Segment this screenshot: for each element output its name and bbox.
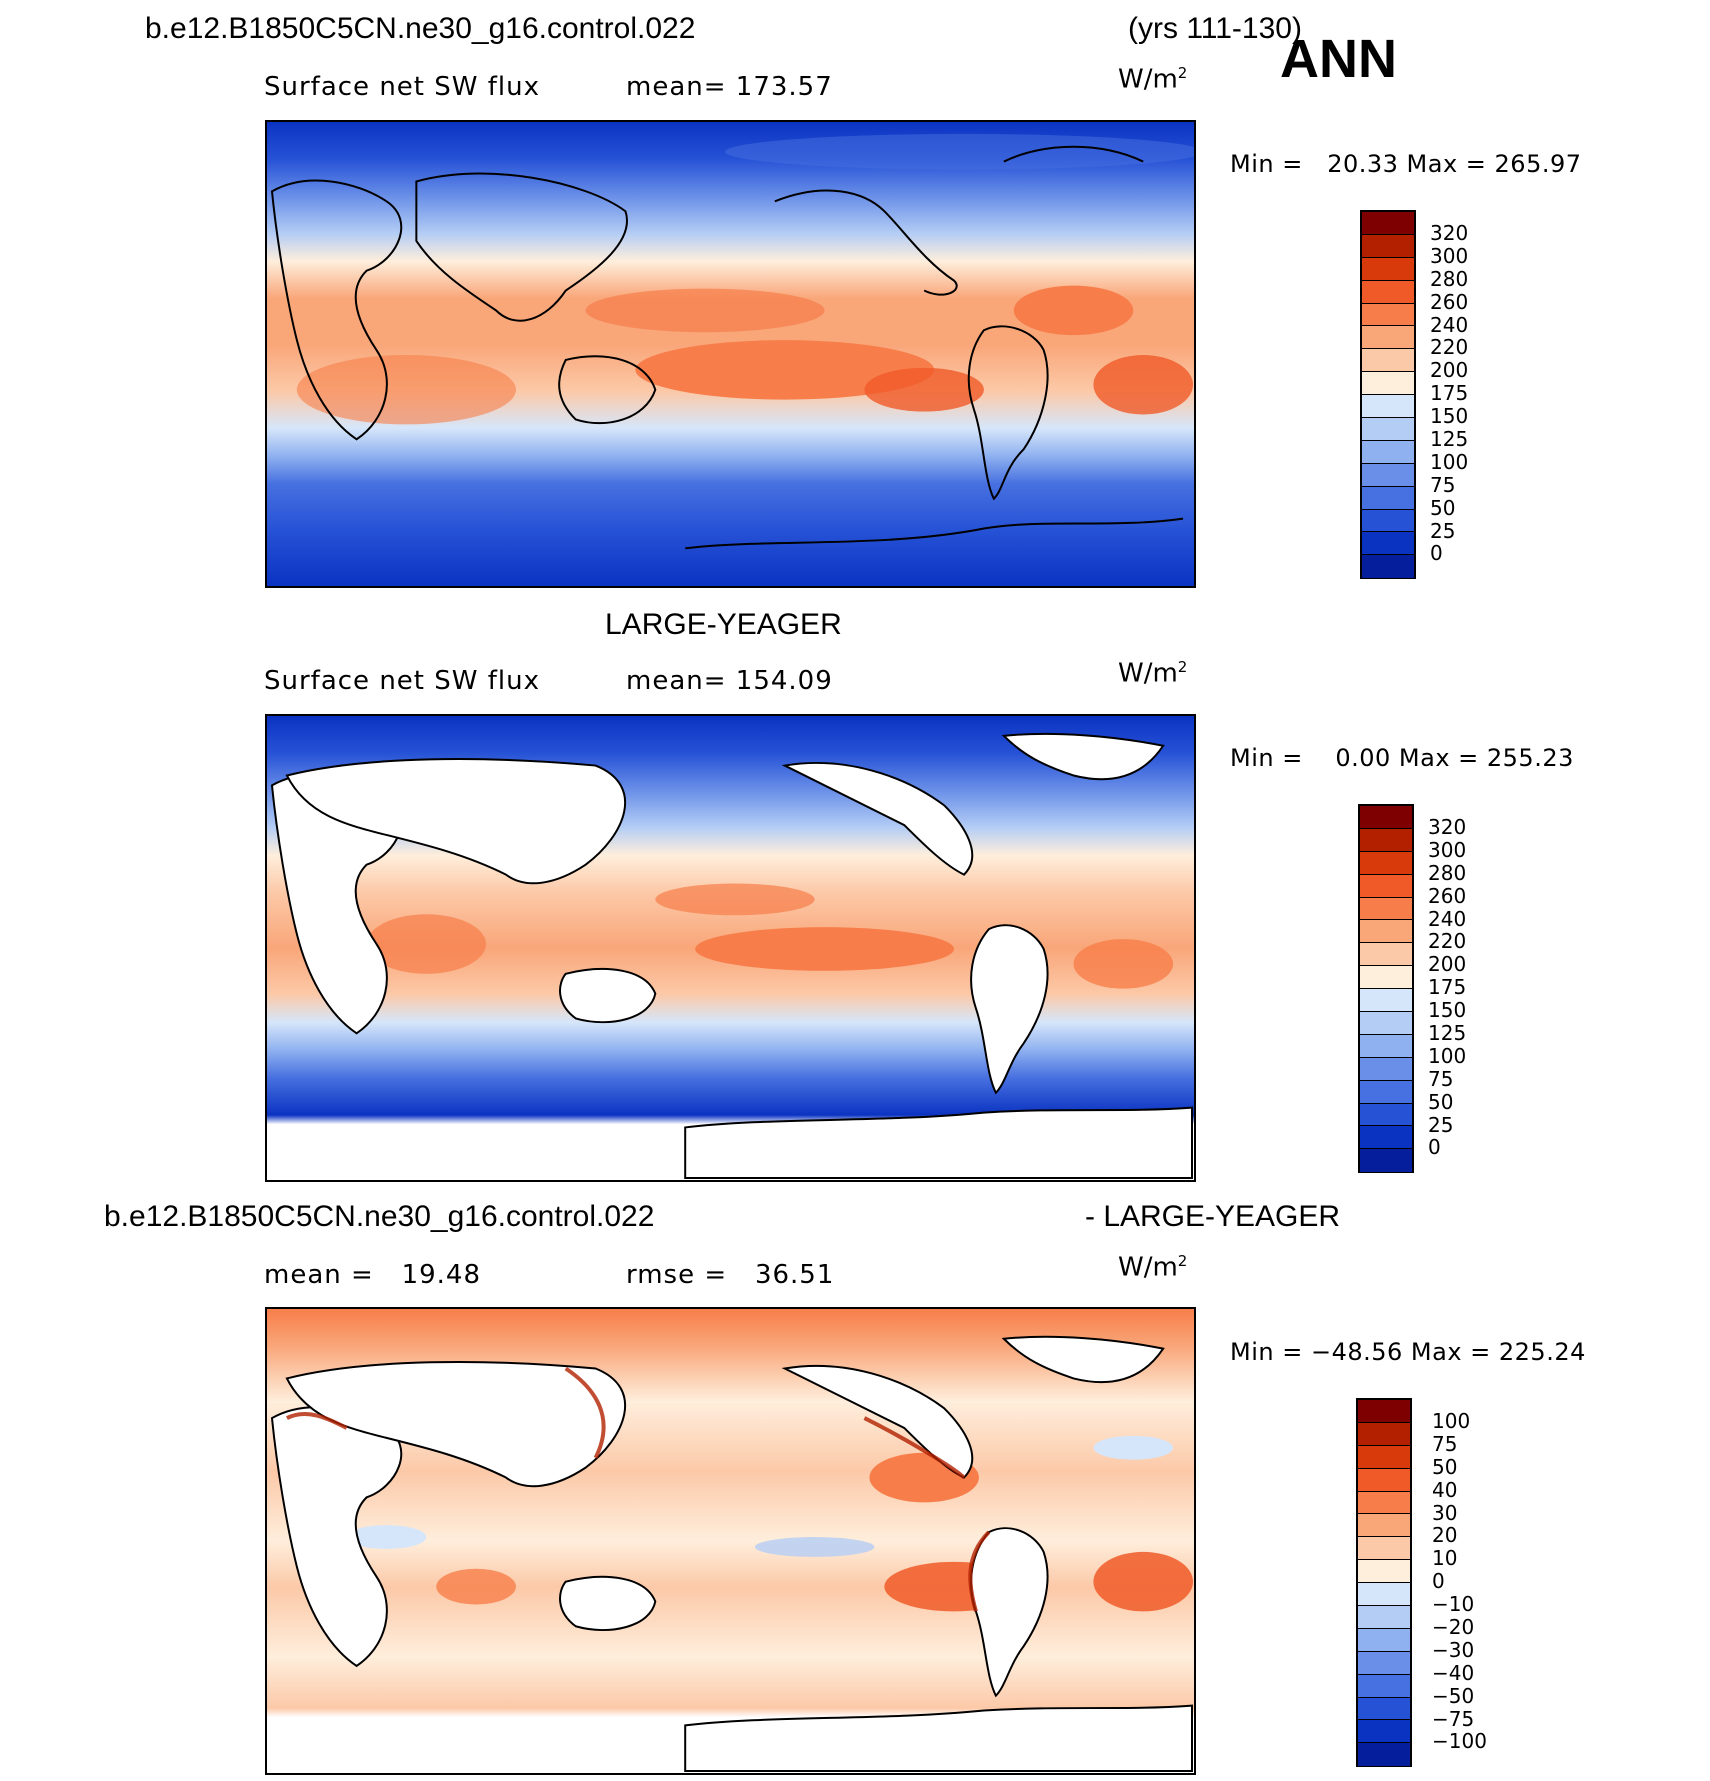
panel3-minmax: Min = −48.56 Max = 225.24 bbox=[1230, 1338, 1586, 1366]
panel3-colorbar-tick: 50 bbox=[1432, 1454, 1458, 1479]
panel3-title-left: b.e12.B1850C5CN.ne30_g16.control.022 bbox=[104, 1200, 655, 1233]
panel2-colorbar bbox=[1358, 804, 1414, 1173]
panel3-colorbar-tick: 20 bbox=[1432, 1523, 1458, 1548]
panel2-colorbar-tick: 100 bbox=[1428, 1043, 1467, 1068]
panel2-colorbar-tick: 320 bbox=[1428, 815, 1467, 839]
panel2-title: LARGE-YEAGER bbox=[605, 608, 842, 641]
panel3-colorbar-tick: 100 bbox=[1432, 1409, 1471, 1433]
panel2-colorbar-tick: 75 bbox=[1428, 1066, 1454, 1091]
panel3-units: W/m2 bbox=[1118, 1252, 1188, 1283]
panel2-colorbar-tick: 260 bbox=[1428, 883, 1467, 908]
panel2-colorbar-tick: 220 bbox=[1428, 929, 1467, 954]
panel3-colorbar-tick: −30 bbox=[1432, 1637, 1475, 1662]
panel1-colorbar-tick: 260 bbox=[1430, 289, 1469, 314]
panel3-colorbar-tick: 40 bbox=[1432, 1477, 1458, 1502]
panel2-land bbox=[270, 732, 1194, 1180]
panel1-minmax: Min = 20.33 Max = 265.97 bbox=[1230, 150, 1582, 178]
panel3-title-right: - LARGE-YEAGER bbox=[1085, 1200, 1341, 1233]
panel3-colorbar-tick: 0 bbox=[1432, 1569, 1445, 1594]
panel1-mean: mean= 173.57 bbox=[626, 72, 833, 102]
panel3-colorbar-tick: −10 bbox=[1432, 1592, 1475, 1617]
panel2-pacific-max bbox=[695, 927, 955, 971]
panel1-pacific-max bbox=[635, 340, 935, 400]
panel3-colorbar-tick: −75 bbox=[1432, 1706, 1475, 1731]
panel2-minmax: Min = 0.00 Max = 255.23 bbox=[1230, 744, 1574, 772]
panel1-colorbar-tick: 100 bbox=[1430, 449, 1469, 474]
panel1-colorbar-tick: 280 bbox=[1430, 266, 1469, 291]
panel2-colorbar-tick: 175 bbox=[1428, 975, 1467, 1000]
panel1-colorbar-labels: 320 300 280 260 240 220 200 175 150 125 … bbox=[1430, 222, 1468, 565]
panel3-colorbar-tick: 75 bbox=[1432, 1431, 1458, 1456]
panel3-colorbar-tick: −40 bbox=[1432, 1660, 1475, 1685]
panel2-colorbar-tick: 150 bbox=[1428, 998, 1467, 1023]
panel1-colorbar-tick: 150 bbox=[1430, 404, 1469, 429]
panel2-colorbar-tick: 50 bbox=[1428, 1089, 1454, 1114]
case-title: b.e12.B1850C5CN.ne30_g16.control.022 bbox=[145, 12, 696, 45]
panel3-mean: mean = 19.48 bbox=[264, 1260, 482, 1290]
panel1-colorbar-tick: 125 bbox=[1430, 427, 1469, 452]
panel2-mean: mean= 154.09 bbox=[626, 666, 833, 696]
panel3-rmse: rmse = 36.51 bbox=[626, 1260, 835, 1290]
panel1-colorbar-tick: 25 bbox=[1430, 518, 1456, 543]
panel3-colorbar-tick: −100 bbox=[1432, 1729, 1487, 1754]
panel1-colorbar-tick: 50 bbox=[1430, 495, 1456, 520]
panel1-coastlines bbox=[270, 145, 1184, 550]
panel1-colorbar-tick: 175 bbox=[1430, 381, 1469, 406]
panel3-map bbox=[265, 1307, 1196, 1775]
panel3-colorbar-tick: −20 bbox=[1432, 1615, 1475, 1640]
panel2-colorbar-tick: 240 bbox=[1428, 906, 1467, 931]
panel1-colorbar-tick: 300 bbox=[1430, 243, 1469, 268]
panel1-units: W/m2 bbox=[1118, 64, 1188, 95]
panel1-colorbar-tick: 320 bbox=[1430, 221, 1469, 245]
panel2-colorbar-tick: 300 bbox=[1428, 837, 1467, 862]
panel1-colorbar-tick: 75 bbox=[1430, 472, 1456, 497]
panel2-map bbox=[265, 714, 1196, 1182]
panel1-colorbar bbox=[1360, 210, 1416, 579]
panel3-colorbar-tick: 30 bbox=[1432, 1500, 1458, 1525]
panel2-colorbar-tick: 200 bbox=[1428, 952, 1467, 977]
panel2-variable: Surface net SW flux bbox=[264, 666, 540, 696]
panel1-colorbar-tick: 200 bbox=[1430, 358, 1469, 383]
panel3-colorbar-tick: −50 bbox=[1432, 1683, 1475, 1708]
panel1-colorbar-tick: 240 bbox=[1430, 312, 1469, 337]
panel2-colorbar-labels: 320 300 280 260 240 220 200 175 150 125 … bbox=[1428, 816, 1466, 1159]
panel1-colorbar-tick: 0 bbox=[1430, 541, 1443, 566]
panel2-colorbar-tick: 25 bbox=[1428, 1112, 1454, 1137]
panel1-colorbar-tick: 220 bbox=[1430, 335, 1469, 360]
panel2-units: W/m2 bbox=[1118, 658, 1188, 689]
season-label: ANN bbox=[1280, 29, 1397, 89]
years-label: (yrs 111-130) bbox=[1128, 12, 1302, 45]
panel2-colorbar-tick: 125 bbox=[1428, 1021, 1467, 1046]
panel2-colorbar-tick: 0 bbox=[1428, 1135, 1441, 1160]
panel1-variable: Surface net SW flux bbox=[264, 72, 540, 102]
panel3-colorbar bbox=[1356, 1398, 1412, 1767]
panel3-colorbar-labels: 100 75 50 40 30 20 10 0 −10 −20 −30 −40 … bbox=[1432, 1410, 1487, 1753]
panel2-colorbar-tick: 280 bbox=[1428, 860, 1467, 885]
panel3-land bbox=[270, 1335, 1194, 1773]
panel1-map bbox=[265, 120, 1196, 588]
panel3-colorbar-tick: 10 bbox=[1432, 1546, 1458, 1571]
